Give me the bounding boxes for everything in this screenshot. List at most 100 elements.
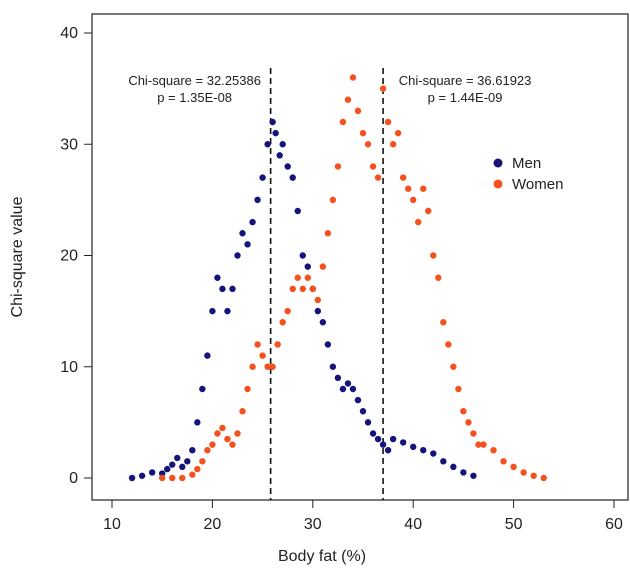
point-men — [224, 307, 231, 315]
point-men — [259, 174, 266, 181]
point-women — [219, 424, 226, 432]
point-women — [269, 363, 276, 370]
point-men — [399, 439, 407, 446]
point-women — [425, 207, 432, 215]
point-men — [460, 469, 467, 476]
point-men — [289, 174, 296, 181]
point-women — [244, 385, 251, 393]
point-men — [279, 141, 286, 148]
point-women — [319, 263, 327, 270]
point-women — [480, 441, 487, 448]
point-men — [276, 152, 283, 159]
point-men — [354, 396, 362, 404]
point-men — [410, 443, 417, 451]
point-women — [465, 419, 472, 426]
point-women — [159, 474, 166, 482]
point-women — [364, 141, 372, 148]
point-men — [169, 461, 176, 468]
point-men — [164, 465, 171, 473]
plot-frame — [91, 13, 629, 501]
point-men — [284, 163, 291, 170]
point-women — [369, 163, 377, 170]
point-men — [204, 352, 211, 359]
point-men — [254, 196, 261, 204]
point-women — [314, 296, 322, 304]
point-women — [334, 163, 342, 170]
point-men — [199, 385, 206, 393]
y-tick-label: 30 — [60, 136, 78, 153]
annotation-chi-square: Chi-square = 32.25386 — [128, 73, 261, 88]
point-men — [430, 450, 437, 457]
point-men — [304, 263, 311, 270]
point-men — [349, 385, 357, 393]
point-men — [299, 252, 306, 259]
point-women — [445, 341, 452, 348]
point-men — [329, 363, 337, 370]
x-tick-label: 30 — [304, 516, 322, 533]
point-men — [148, 469, 156, 476]
point-women — [214, 430, 221, 437]
point-men — [359, 408, 367, 415]
point-women — [435, 274, 442, 281]
y-tick-label: 20 — [60, 248, 78, 265]
point-men — [249, 218, 256, 226]
point-men — [470, 472, 477, 479]
y-axis-title: Chi-square value — [9, 196, 26, 317]
point-men — [264, 141, 271, 148]
point-men — [440, 458, 447, 465]
point-women — [264, 363, 271, 370]
point-women — [309, 285, 316, 293]
point-women — [470, 430, 477, 437]
point-women — [204, 446, 211, 454]
point-women — [399, 174, 407, 181]
legend-marker-women — [493, 179, 503, 189]
annotation-chi-square: Chi-square = 36.61923 — [399, 73, 532, 88]
point-men — [244, 241, 251, 248]
point-women — [540, 474, 547, 482]
point-women — [404, 185, 412, 192]
reference-lines — [269, 68, 384, 500]
point-women — [530, 472, 537, 479]
point-women — [394, 129, 402, 137]
point-men — [269, 118, 276, 126]
point-women — [324, 230, 332, 237]
x-tick-label: 50 — [505, 516, 523, 533]
point-men — [128, 474, 136, 482]
point-men — [209, 307, 216, 315]
point-women — [354, 107, 362, 115]
point-men — [344, 380, 352, 387]
point-women — [410, 196, 417, 204]
axis-ticks: 10 20 30 40 50 60 0 10 20 30 40 — [60, 25, 623, 533]
point-men — [294, 207, 301, 215]
point-women — [179, 474, 186, 482]
point-women — [259, 352, 266, 359]
point-women — [234, 430, 241, 437]
point-men — [339, 385, 347, 393]
point-men — [420, 446, 427, 454]
point-women — [254, 341, 261, 348]
point-men — [324, 341, 332, 348]
point-men — [334, 374, 342, 382]
point-women — [339, 118, 347, 126]
point-women — [389, 141, 397, 148]
point-women — [475, 441, 482, 448]
point-women — [415, 218, 422, 226]
point-women — [374, 174, 382, 181]
point-men — [389, 435, 397, 443]
point-women — [199, 458, 206, 465]
point-women — [450, 363, 457, 370]
point-men — [174, 454, 181, 462]
point-men — [239, 230, 246, 237]
point-women — [430, 252, 437, 259]
point-women — [194, 465, 201, 473]
point-women — [209, 441, 216, 448]
point-men — [374, 435, 382, 443]
point-women — [239, 408, 246, 415]
x-axis-title: Body fat (%) — [278, 548, 366, 565]
point-women — [289, 285, 296, 293]
point-men — [138, 472, 146, 479]
point-men — [364, 419, 372, 426]
point-men — [234, 252, 241, 259]
point-women — [510, 463, 517, 471]
point-women — [304, 274, 311, 281]
